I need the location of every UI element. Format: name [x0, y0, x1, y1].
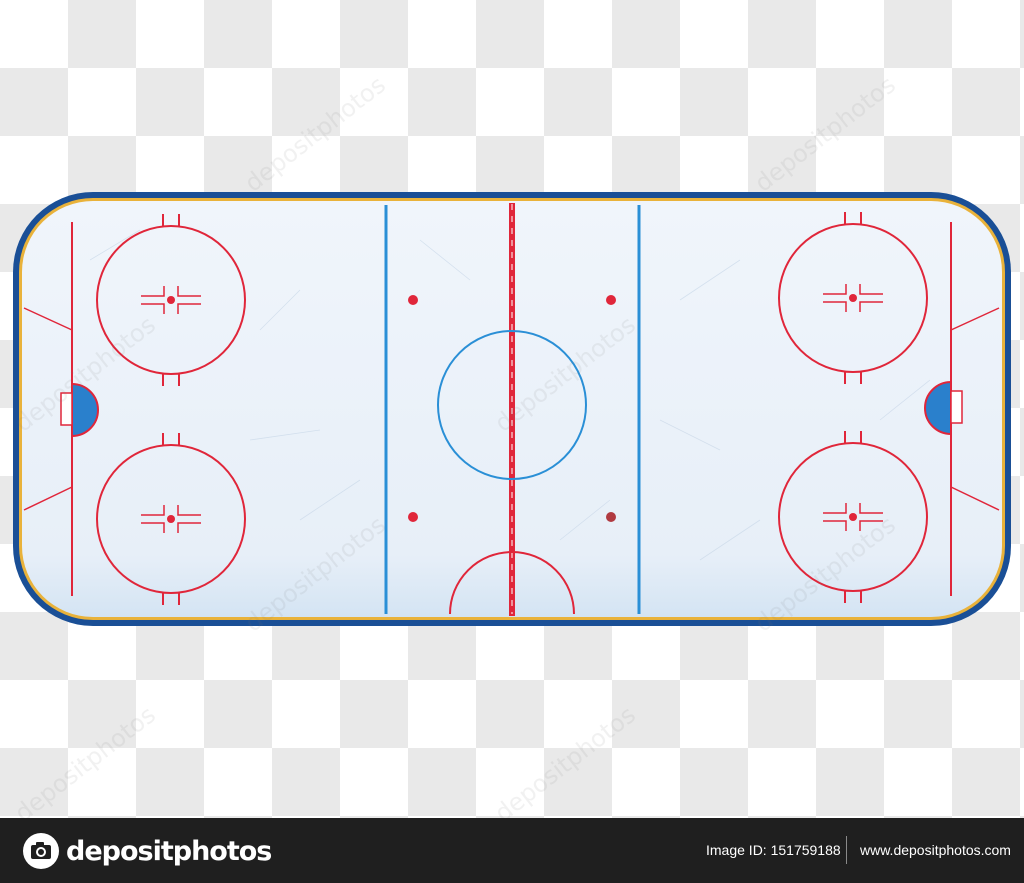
center-faceoff-circle: [437, 330, 587, 480]
left-goal-crease: [71, 382, 99, 438]
neutral-zone-dot: [606, 512, 616, 522]
neutral-zone-dot: [408, 295, 418, 305]
right-trapezoid: [950, 307, 1000, 511]
ice-scratches: [89, 229, 931, 561]
image-id-value: 151759188: [770, 842, 841, 858]
faceoff-circle-top-left: [96, 214, 246, 386]
site-url-link[interactable]: www.depositphotos.com: [860, 842, 1011, 858]
brand-logo[interactable]: depositphotos: [22, 832, 272, 870]
left-trapezoid: [23, 307, 73, 511]
faceoff-circle-bottom-left: [96, 433, 246, 605]
hockey-rink: [13, 192, 1011, 626]
image-id-text: Image ID: 151759188: [706, 842, 841, 858]
footer-divider: [846, 836, 847, 864]
left-goal-net: [60, 392, 73, 426]
camera-icon: [23, 833, 59, 869]
right-goal-net: [950, 390, 963, 424]
referee-crease: [449, 551, 575, 615]
brand-name: depositphotos: [66, 835, 272, 867]
footer-bar: depositphotos Image ID: 151759188 www.de…: [0, 818, 1024, 883]
faceoff-circle-top-right: [778, 212, 928, 384]
faceoff-circle-bottom-right: [778, 431, 928, 603]
right-goal-crease: [924, 380, 952, 436]
image-id-label: Image ID:: [706, 842, 767, 858]
neutral-zone-dot: [606, 295, 616, 305]
neutral-zone-dot: [408, 512, 418, 522]
